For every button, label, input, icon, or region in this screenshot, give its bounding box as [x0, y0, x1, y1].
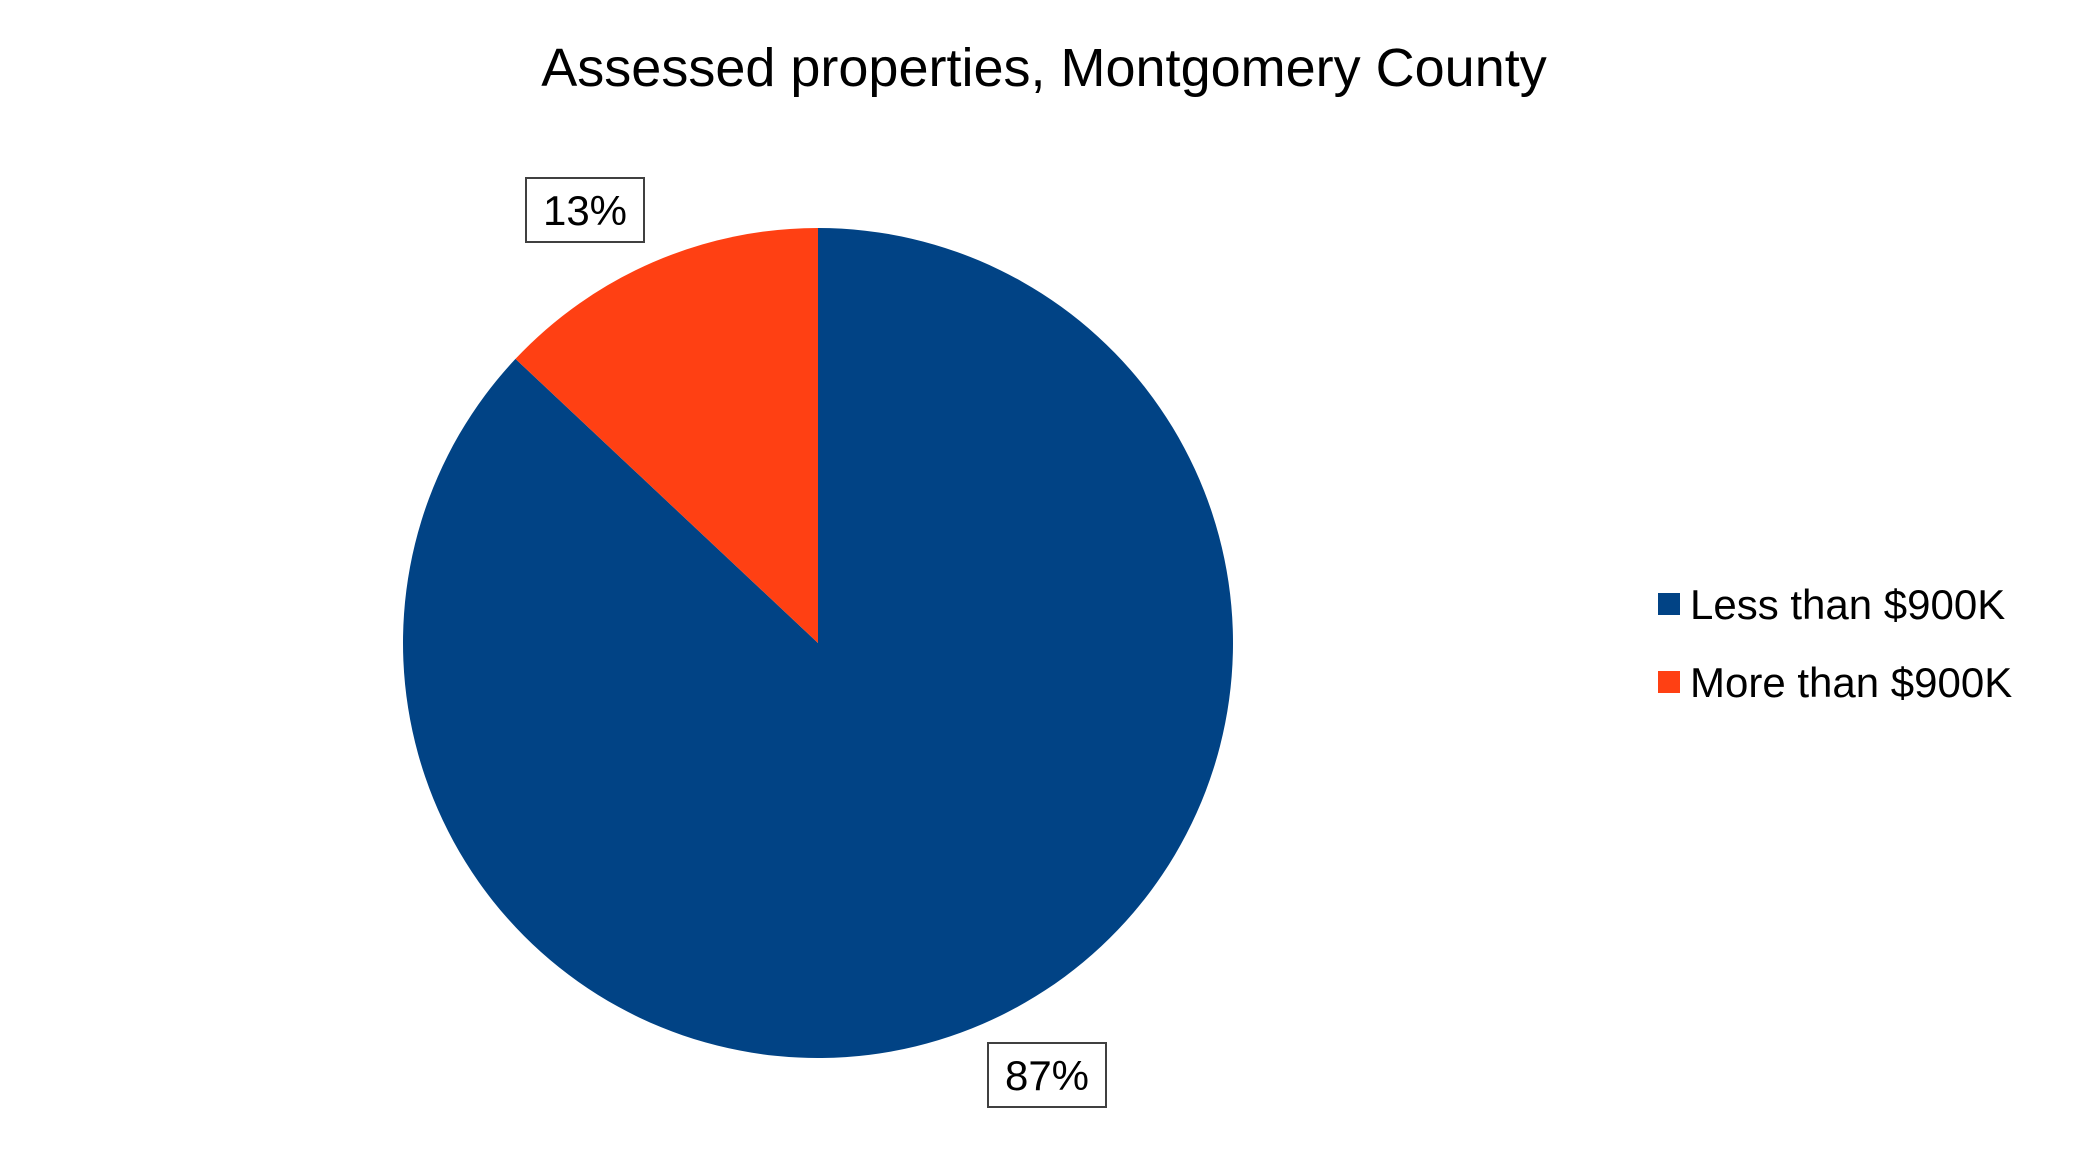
- data-label-text: 13%: [543, 187, 627, 234]
- pie-slice-2: [515, 228, 818, 643]
- legend-label: More than $900K: [1690, 659, 2012, 706]
- data-label-1: 87%: [987, 1042, 1107, 1108]
- chart-title: Assessed properties, Montgomery County: [541, 38, 1546, 98]
- legend-swatch: [1658, 593, 1680, 615]
- legend-item-2: More than $900K: [1658, 659, 2012, 706]
- data-label-box: [525, 177, 645, 243]
- pie-slices: [402, 228, 1234, 1058]
- legend: Less than $900K More than $900K: [1658, 581, 2012, 706]
- legend-swatch: [1658, 671, 1680, 693]
- legend-label: Less than $900K: [1690, 581, 2005, 628]
- data-label-box: [987, 1042, 1107, 1108]
- data-label-2: 13%: [525, 177, 645, 243]
- data-label-text: 87%: [1005, 1052, 1089, 1099]
- legend-item-1: Less than $900K: [1658, 581, 2005, 628]
- pie-data-labels: 87% 13%: [525, 177, 1107, 1108]
